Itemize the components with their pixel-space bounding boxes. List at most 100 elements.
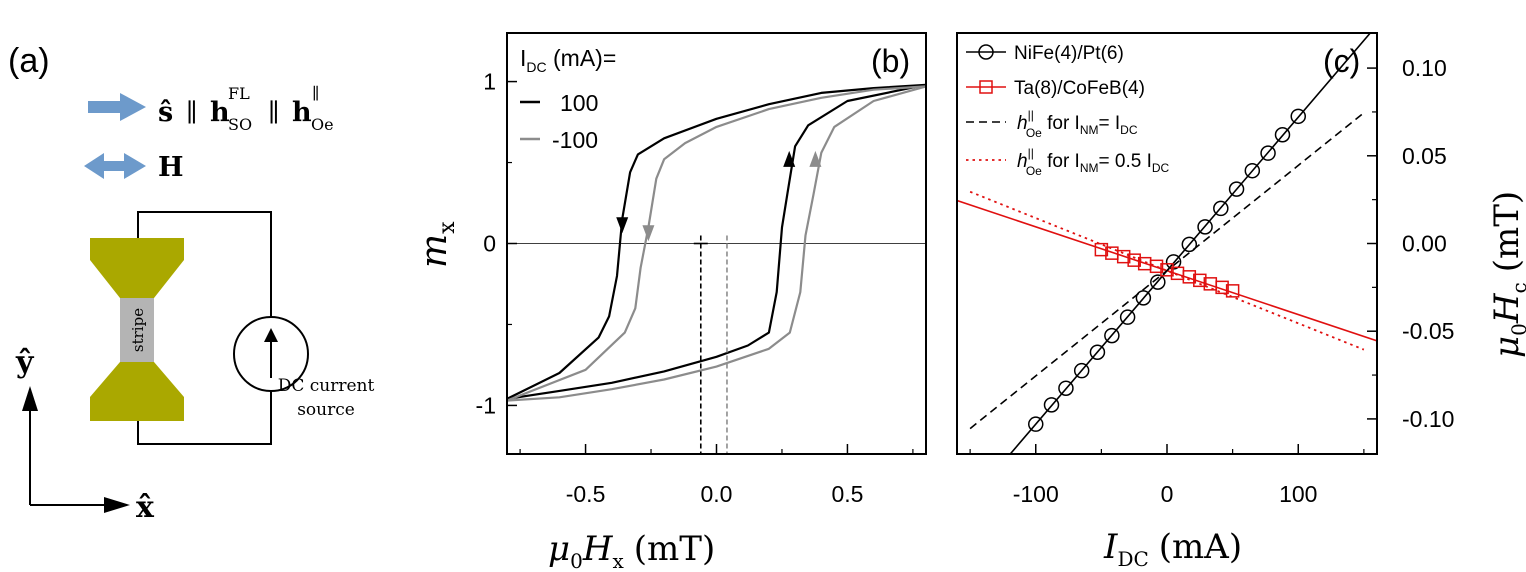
axis-x-label: x̂ [136, 490, 155, 525]
legend-b-title-pre: I [520, 45, 526, 71]
stripe-label: stripe [129, 308, 147, 352]
nife-data-point [1043, 397, 1060, 413]
current-source-arrowhead-icon [264, 328, 278, 342]
c-xlabel-i-sub: DC [1117, 547, 1148, 571]
panel-b-curves [506, 83, 927, 454]
coordinate-axes [29, 395, 108, 506]
spin-direction-arrow-icon [88, 93, 146, 121]
eq-h-oe-sup: ∥ [312, 84, 319, 103]
nife-data-point [1181, 236, 1198, 253]
nife-data-point [1290, 108, 1306, 125]
legend-c-oe-full-sup: || [1028, 108, 1034, 122]
nife-data-point [1213, 200, 1229, 217]
b-xlabel-mu: μ [548, 529, 570, 569]
c-ylabel-h-sub: c [1507, 282, 1526, 293]
stripe [120, 298, 154, 362]
tacofeb-data-point [1215, 280, 1229, 295]
panel-c-frame [956, 32, 1378, 455]
eq-field-h: H [158, 152, 184, 183]
hysteresis-m100-ascending [506, 85, 927, 402]
legend-c-oe-full-h: h [1017, 113, 1028, 134]
c-ytick-label: -0.10 [1402, 406, 1454, 432]
hysteresis-p100-descending [506, 83, 927, 400]
panel-c-label: (c) [1323, 43, 1360, 79]
nife-data-point [1028, 416, 1044, 432]
panel-b-frame [506, 32, 927, 455]
legend-c-oe-half-end: = 0.5 I [1099, 151, 1152, 172]
c-ytick-label: 0.05 [1402, 143, 1447, 169]
legend-b-title-post: (mA)= [547, 45, 617, 71]
panel-a-label: (a) [8, 42, 50, 80]
nife-data-point [1244, 162, 1261, 179]
legend-c-oe-half-rest-sub: NM [1080, 161, 1099, 175]
b-xlabel-unit: (mT) [634, 529, 715, 569]
tacofeb-data-point [1193, 273, 1207, 288]
axis-y-label: ŷ [15, 345, 35, 380]
eq-s-symbol: ŝ [158, 97, 173, 128]
tacofeb-data-point [1149, 259, 1164, 274]
legend-c-oe-half-sup: || [1028, 146, 1034, 160]
field-double-arrow-icon [84, 153, 146, 179]
b-xlabel-mu-sub: 0 [570, 549, 583, 572]
c-ytick-label: -0.05 [1402, 318, 1454, 344]
hysteresis-m100-descending [506, 85, 927, 402]
b-xlabel-h-sub: x [613, 549, 625, 572]
legend-c-circle-marker [978, 44, 994, 60]
c-line-2 [969, 112, 1365, 430]
legend-c-oe-full-rest: for I [1042, 113, 1080, 134]
b-ylabel-m-sub: x [435, 221, 460, 234]
legend-c-oe-full-end-sub: DC [1120, 123, 1138, 137]
tacofeb-data-point [1160, 263, 1174, 277]
nife-data-point [1260, 145, 1276, 161]
c-ytick-label: 0.00 [1402, 231, 1447, 257]
legend-c-oe-full-end: = I [1099, 113, 1121, 134]
legend-c-oe-full-sub: Oe [1026, 126, 1042, 140]
nife-data-point [1228, 181, 1245, 197]
legend-c-entry-oe-full: h|| Oe for INM= IDC [1017, 108, 1138, 140]
panel-c-ticks: -100 0 100 -0.10 -0.05 0.00 0.05 0.10 [969, 55, 1454, 507]
panel-c-ylabel: μ0Hc (mT) [1487, 191, 1526, 358]
nife-data-point [1135, 290, 1152, 306]
c-xlabel-unit: (mA) [1159, 527, 1242, 567]
legend-c-entry-nife: NiFe(4)/Pt(6) [1014, 43, 1124, 64]
panel-b-label: (b) [871, 43, 910, 79]
nife-data-point [1197, 219, 1213, 235]
x-axis-arrowhead-icon [104, 497, 130, 513]
source-label-line1: DC current [278, 376, 375, 396]
eq-parallel-1: ∥ [186, 98, 198, 127]
circuit-wire [137, 211, 272, 445]
nife-data-point [1089, 344, 1106, 361]
c-ylabel-mu-sub: 0 [1507, 323, 1526, 336]
c-ytick-label: 0.10 [1402, 55, 1447, 81]
ascending-arrow-icon [809, 150, 822, 167]
legend-c-square-marker [979, 80, 993, 94]
legend-c-entry-ta: Ta(8)/CoFeB(4) [1014, 78, 1145, 99]
legend-c-oe-half-sub: Oe [1026, 164, 1042, 178]
b-xtick-label: 0.0 [701, 481, 733, 507]
equation-s-parallel: ŝ ∥ h FL SO ∥ h ∥ Oe [158, 84, 334, 134]
nife-data-point [1119, 309, 1136, 325]
eq-h-oe: h [292, 97, 312, 128]
tacofeb-data-point [1225, 284, 1240, 298]
tacofeb-data-point [1094, 242, 1109, 257]
nife-data-point [1274, 126, 1291, 143]
panel-c: -100 0 100 -0.10 -0.05 0.00 0.05 0.10 (c) NiFe(… [956, 32, 1526, 571]
panel-c-legend: NiFe(4)/Pt(6) Ta(8)/CoFeB(4) h|| Oe for I… [966, 43, 1170, 178]
c-ylabel-unit: (mT) [1487, 191, 1526, 272]
panel-c-xlabel: IDC (mA) [1103, 527, 1242, 571]
y-axis-arrowhead-icon [22, 386, 38, 411]
c-xtick-label: 100 [1279, 481, 1317, 507]
eq-h-oe-sub: Oe [311, 115, 334, 134]
contact-pad-top [90, 238, 184, 298]
c-xtick-label: 0 [1161, 481, 1174, 507]
panel-b-xlabel: μ0Hx (mT) [548, 529, 715, 572]
b-ytick-label: 0 [483, 231, 496, 257]
eq-parallel-2: ∥ [268, 98, 280, 127]
tacofeb-data-point [1182, 270, 1197, 284]
hysteresis-p100-ascending [506, 83, 927, 400]
ascending-arrow-icon [783, 150, 796, 167]
contact-pad-bottom [90, 362, 184, 421]
c-xtick-label: -100 [1013, 481, 1059, 507]
nife-data-point [1150, 274, 1166, 290]
